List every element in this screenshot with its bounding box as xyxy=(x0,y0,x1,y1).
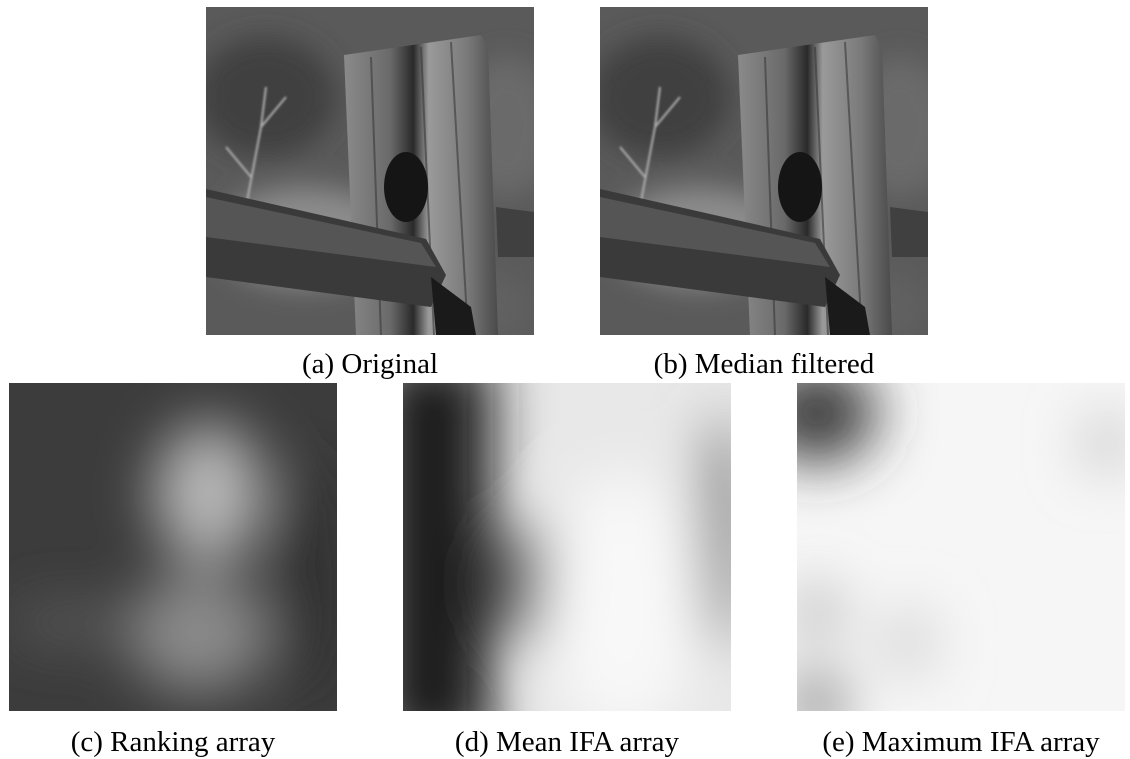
image xyxy=(590,7,950,347)
image xyxy=(373,353,743,753)
panel-ranking: (c) Ranking array xyxy=(9,383,337,758)
image xyxy=(196,7,556,347)
caption: (b) Median filtered xyxy=(654,348,875,380)
figure: (a) Original (b) Median filtered (c) Ran… xyxy=(0,0,1130,759)
caption: (e) Maximum IFA array xyxy=(822,726,1100,758)
page: (a) Original (b) Median filtered (c) Ran… xyxy=(0,0,1130,759)
image xyxy=(757,363,1130,733)
panel-mean: (d) Mean IFA array xyxy=(373,353,743,758)
panel-original: (a) Original xyxy=(196,7,556,380)
panel-maximum: (e) Maximum IFA array xyxy=(757,363,1130,758)
caption: (d) Mean IFA array xyxy=(455,726,680,758)
image xyxy=(9,383,337,711)
caption: (a) Original xyxy=(302,348,438,380)
panel-median: (b) Median filtered xyxy=(590,7,950,380)
caption: (c) Ranking array xyxy=(71,726,276,758)
